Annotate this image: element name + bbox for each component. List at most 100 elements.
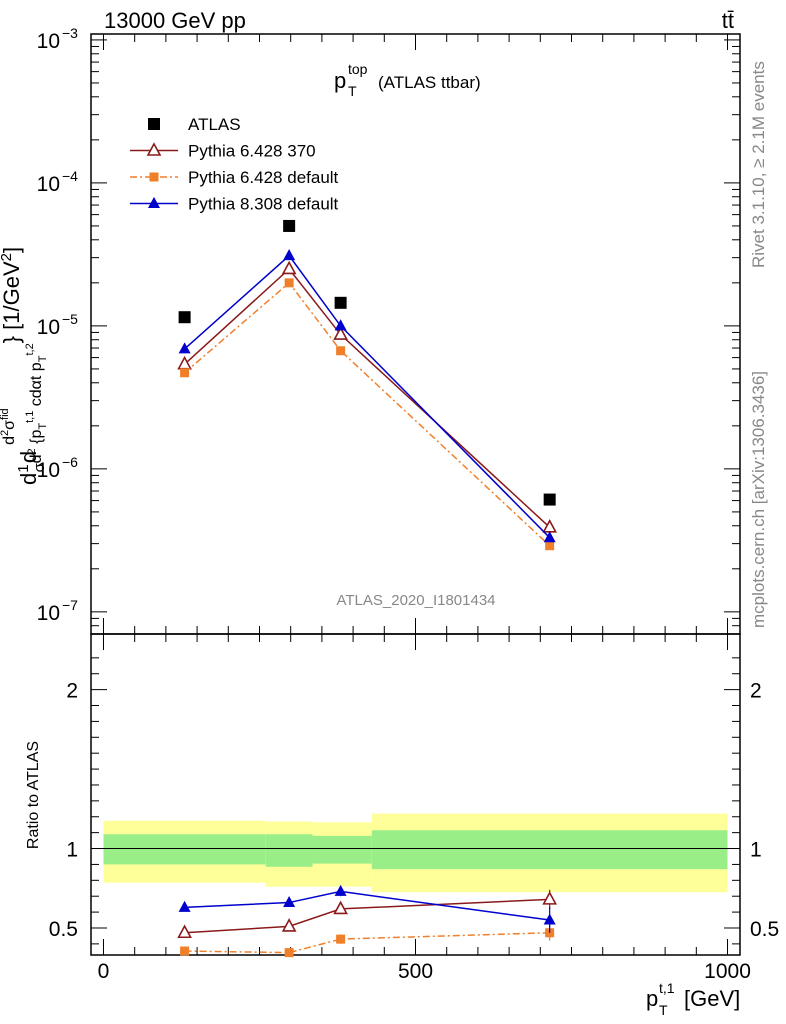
band-green bbox=[371, 830, 728, 870]
y-tick-label: 0.5 bbox=[49, 918, 78, 941]
y-tick-label-right: 2 bbox=[750, 680, 762, 703]
ratio-line bbox=[184, 932, 550, 954]
data-point bbox=[543, 493, 556, 506]
plot-title-sub: T bbox=[348, 83, 357, 99]
x-axis-label-sub: T bbox=[659, 1002, 668, 1018]
ratio-uncertainty-bands bbox=[103, 813, 728, 893]
data-point bbox=[283, 895, 296, 908]
main-series bbox=[177, 219, 558, 551]
plot-title-main: p bbox=[334, 68, 346, 93]
y-tick-label: 10 bbox=[37, 30, 60, 53]
data-point bbox=[284, 948, 294, 958]
x-tick-labels: 0 500 1000 bbox=[98, 960, 751, 983]
legend-label: ATLAS bbox=[188, 115, 241, 134]
y-tick-label-right: 0.5 bbox=[750, 918, 779, 941]
data-point bbox=[148, 196, 160, 208]
source-label: mcplots.cern.ch [arXiv:1306.3436] bbox=[749, 371, 768, 628]
data-point bbox=[543, 913, 556, 925]
band-green bbox=[312, 835, 372, 864]
rivet-version-label: Rivet 3.1.10, ≥ 2.1M events bbox=[749, 61, 768, 268]
y-tick-label-exponent: −5 bbox=[62, 311, 78, 327]
main-y-axis-label: d1σdd2σfidd2 {pTt,1 cdαt pTt,2} [1/GeV2] bbox=[0, 247, 49, 485]
legend: ATLAS Pythia 6.428 370 Pythia 6.428 defaul… bbox=[130, 115, 339, 214]
data-point bbox=[281, 260, 297, 275]
x-tick-label: 0 bbox=[98, 960, 110, 983]
data-point bbox=[146, 142, 162, 156]
series-line bbox=[184, 267, 551, 528]
data-point bbox=[336, 346, 346, 356]
ratio-axis-ticks bbox=[91, 634, 740, 955]
series-pythia-6-428-default bbox=[180, 278, 555, 551]
data-point bbox=[542, 891, 558, 905]
series-line bbox=[184, 254, 551, 539]
ratio-y-axis-label: Ratio to ATLAS bbox=[25, 741, 42, 849]
y-tick-label: 1 bbox=[66, 839, 78, 862]
energy-label: 13000 GeV pp bbox=[104, 8, 246, 33]
y-tick-label-exponent: −7 bbox=[62, 597, 78, 613]
y-tick-label: 10 bbox=[37, 602, 60, 625]
x-axis-label-unit: [GeV] bbox=[684, 986, 740, 1011]
data-point bbox=[542, 519, 558, 533]
data-point bbox=[333, 900, 348, 915]
legend-label: Pythia 6.428 370 bbox=[188, 142, 316, 161]
legend-label: Pythia 6.428 default bbox=[188, 168, 339, 187]
x-axis-label: p T t,1 [GeV] bbox=[646, 980, 740, 1018]
data-point bbox=[180, 368, 190, 378]
data-point bbox=[177, 355, 192, 370]
ratio-series bbox=[177, 884, 558, 958]
main-panel: 10−710−610−510−410−3 p T top (ATLAS ttba… bbox=[0, 25, 741, 635]
data-point bbox=[180, 946, 190, 956]
main-y-tick-labels: 10−710−610−510−410−3 bbox=[37, 25, 79, 625]
data-point bbox=[543, 531, 556, 543]
legend-label: Pythia 8.308 default bbox=[188, 195, 339, 214]
ratio-line bbox=[184, 890, 550, 921]
ratio-series-pythia-6-428-370 bbox=[177, 889, 558, 939]
y-tick-label-exponent: −6 bbox=[62, 454, 78, 470]
data-point bbox=[284, 278, 294, 288]
ratio-series-pythia-8-308-default bbox=[178, 884, 556, 933]
data-point bbox=[178, 342, 191, 354]
data-point bbox=[334, 296, 347, 309]
band-green bbox=[265, 834, 313, 867]
data-point bbox=[149, 172, 159, 182]
data-point bbox=[334, 319, 347, 331]
legend-entry: Pythia 6.428 default bbox=[130, 168, 339, 187]
plot-title-note: (ATLAS ttbar) bbox=[378, 73, 481, 92]
main-y-axis-label-text: d1σdd2σfidd2 {pTt,1 cdαt pTt,2} [1/GeV2] bbox=[0, 247, 49, 485]
data-point bbox=[333, 326, 348, 340]
data-point bbox=[545, 541, 555, 551]
y-tick-label-exponent: −4 bbox=[62, 168, 78, 184]
data-point bbox=[283, 219, 296, 232]
ratio-line bbox=[184, 898, 550, 934]
series-line bbox=[184, 281, 551, 547]
series-atlas bbox=[178, 219, 556, 506]
plot-title-sup: top bbox=[348, 61, 368, 77]
ratio-y-tick-labels: 0.5 0.5 1 1 2 2 bbox=[49, 680, 779, 941]
x-axis-label-sup: t,1 bbox=[659, 980, 675, 996]
data-point bbox=[178, 311, 191, 324]
y-tick-label: 10 bbox=[37, 316, 60, 339]
y-tick-label: 2 bbox=[66, 680, 78, 703]
y-tick-label: 10 bbox=[37, 459, 60, 482]
data-point bbox=[281, 918, 297, 932]
x-tick-label: 500 bbox=[398, 960, 433, 983]
data-point bbox=[283, 249, 296, 261]
data-point bbox=[148, 118, 160, 130]
ratio-panel: 0.5 0.5 1 1 2 2 0 500 1000 Ratio to ATLAS p T t… bbox=[25, 633, 779, 1018]
legend-entry: Pythia 6.428 370 bbox=[130, 142, 316, 161]
x-axis-label-base: p bbox=[646, 986, 658, 1011]
y-tick-label-exponent: −3 bbox=[62, 25, 78, 41]
data-point bbox=[336, 934, 346, 944]
band-green bbox=[103, 834, 266, 865]
process-label: tt̄ bbox=[722, 8, 734, 33]
data-point bbox=[334, 884, 347, 896]
plot-title: p T top (ATLAS ttbar) bbox=[334, 61, 481, 99]
legend-entry: Pythia 8.308 default bbox=[130, 195, 339, 214]
x-tick-label: 1000 bbox=[704, 960, 751, 983]
legend-entry: ATLAS bbox=[148, 115, 241, 134]
y-tick-label: 10 bbox=[37, 173, 60, 196]
analysis-label: ATLAS_2020_I1801434 bbox=[336, 592, 495, 609]
data-point bbox=[177, 924, 192, 939]
y-tick-label-right: 1 bbox=[750, 839, 762, 862]
